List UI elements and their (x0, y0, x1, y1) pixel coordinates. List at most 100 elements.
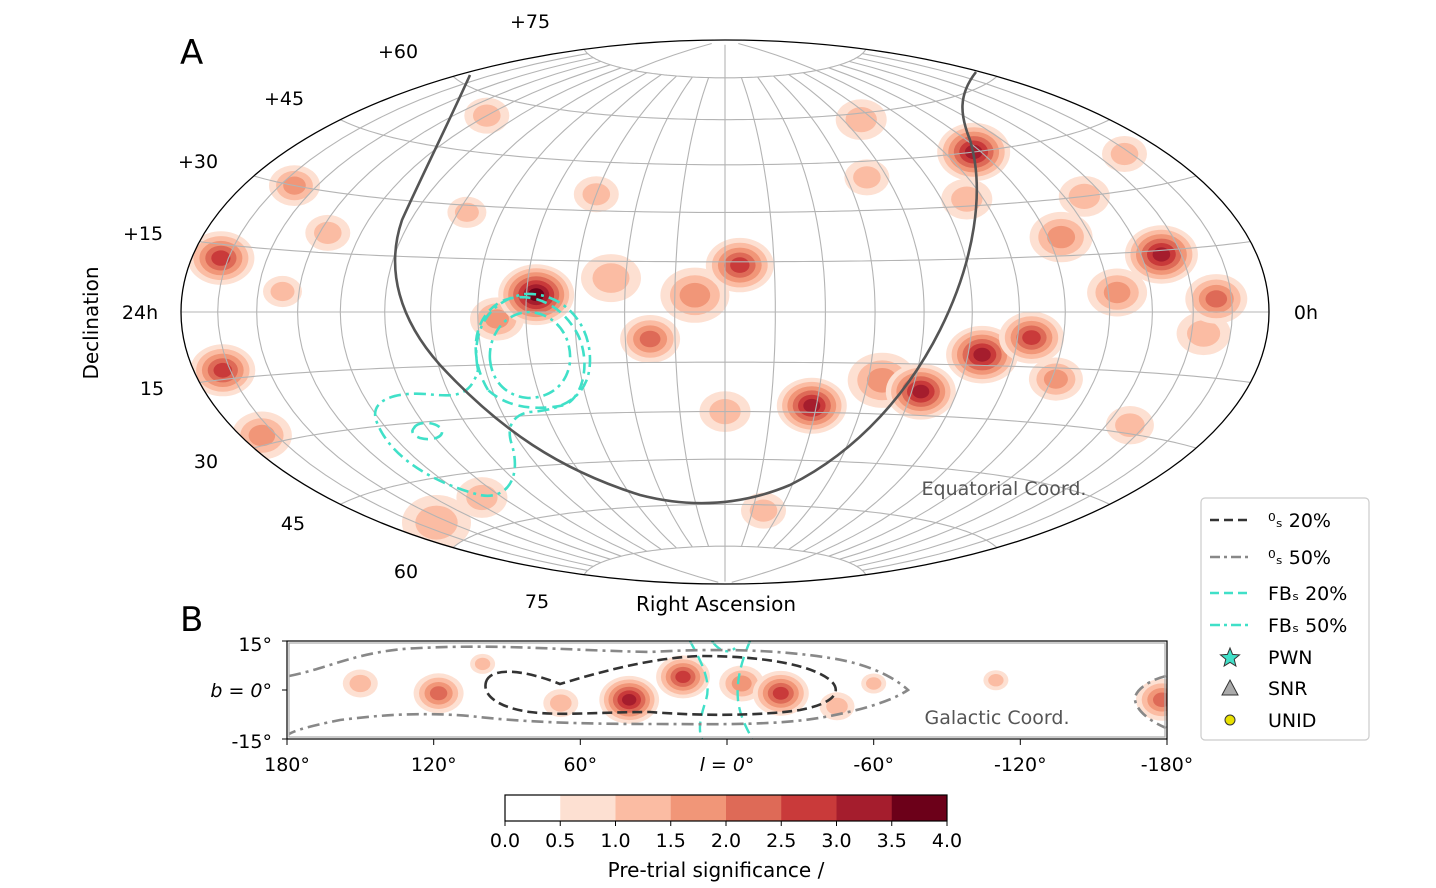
heat-level (988, 674, 1004, 687)
legend-item-fb-20: FBₛ 20% (1210, 583, 1347, 605)
galactic-heatmap (287, 641, 1167, 739)
gal-hotspot (1136, 678, 1167, 721)
fb-50-contour (373, 292, 592, 498)
colorbar-segment (781, 795, 837, 821)
gal-ytick-bottom-label: -15° (231, 731, 272, 753)
gal-xtick-label: 180° (264, 754, 310, 776)
heat-texture (456, 477, 508, 518)
gal-heat-texture (543, 689, 579, 718)
legend-label: UNID (1268, 710, 1316, 732)
star-icon (1219, 646, 1241, 668)
heat-level (679, 282, 711, 308)
sky-graticule (181, 42, 1269, 583)
gal-xtick-label: -120° (994, 754, 1047, 776)
heat-texture (835, 99, 887, 140)
heat-level (845, 107, 877, 133)
colorbar-segment (505, 795, 561, 821)
graticule-meridian (574, 75, 677, 549)
galactic-frame-inner (288, 642, 1166, 738)
dec-tick-p60: +60 (378, 41, 418, 63)
legend-item-ts-20: ⁰ₛ 20% (1210, 510, 1331, 532)
heat-level (415, 505, 458, 540)
panel-a-letter: A (180, 33, 203, 73)
heat-level (1043, 369, 1068, 389)
heat-level (314, 221, 342, 244)
heat-level (1187, 320, 1221, 347)
colorbar-tick-label: 0.0 (490, 830, 520, 852)
heat-level (675, 670, 691, 684)
graticule-meridian (740, 77, 776, 547)
panel-b-letter: B (180, 600, 203, 640)
gal-xtick-label: -60° (853, 754, 894, 776)
heat-level (1022, 330, 1041, 345)
sky-hotspot (1185, 274, 1248, 324)
sky-hotspot (620, 315, 681, 363)
heat-level (1115, 413, 1145, 438)
colorbar-tick-label: 1.5 (656, 830, 686, 852)
sky-hotspot (885, 363, 956, 420)
heat-level (474, 657, 491, 671)
graticule-meridian (430, 42, 719, 583)
legend-label: FBₛ 20% (1268, 583, 1347, 605)
heat-level (826, 697, 848, 715)
colorbar-tick-label: 4.0 (932, 830, 962, 852)
heat-level (213, 362, 233, 378)
graticule-meridian (339, 64, 611, 560)
graticule-meridian (848, 60, 1153, 564)
legend-label: PWN (1268, 647, 1312, 669)
heat-texture (844, 159, 890, 196)
colorbar-segment (615, 795, 672, 821)
galactic-plane-line (393, 71, 978, 505)
gal-x-ticks: 180° 120° 60° l = 0° -60° -120° -180° (264, 739, 1193, 776)
gal-xtick-label: -180° (1141, 754, 1194, 776)
sky-hotspot (999, 311, 1064, 364)
heat-level (550, 694, 572, 712)
legend-label: ⁰ₛ 20% (1268, 510, 1331, 532)
fb-20-contour (474, 295, 586, 410)
heat-texture (1105, 406, 1154, 445)
heat-level (592, 263, 630, 293)
legend: ⁰ₛ 20% ⁰ₛ 50% FBₛ 20% FBₛ 50% PWN SNR UN… (1200, 497, 1370, 741)
heat-level (1153, 692, 1167, 708)
ra-left-label: 24h (122, 302, 158, 324)
triangle-icon (1221, 678, 1239, 696)
heat-level (730, 257, 750, 273)
sky-heatmap-blobs (187, 97, 1248, 551)
heat-texture (1029, 211, 1093, 263)
graticule-meridian (802, 72, 973, 552)
colorbar-segment (560, 795, 616, 821)
heat-level (912, 384, 930, 399)
gal-hotspot (752, 670, 809, 716)
heat-level (1103, 281, 1131, 304)
legend-item-unid: UNID (1224, 710, 1316, 732)
gal-heat-texture (342, 669, 378, 698)
skymap-heatmap (181, 40, 1269, 584)
graticule-meridian (384, 67, 622, 557)
graticule-meridian (862, 53, 1233, 571)
graticule-meridian (856, 57, 1194, 567)
heat-level (1047, 225, 1076, 249)
dec-tick-m15: 15 (140, 378, 164, 400)
heat-level (349, 674, 372, 693)
heat-level (853, 166, 881, 189)
fb-20-contour-small (411, 421, 444, 441)
gal-heat-texture (470, 653, 496, 674)
galactic-coord-note: Galactic Coord. (924, 707, 1069, 729)
gal-hotspot (599, 675, 660, 724)
gal-xtick-label: l = 0° (700, 754, 755, 776)
heat-level (211, 250, 231, 266)
legend-label: ⁰ₛ 50% (1268, 547, 1331, 569)
heat-texture (263, 275, 302, 308)
heat-level (866, 677, 882, 690)
skymap-outline (180, 39, 1270, 585)
colorbar-label: Pre-trial significance / (608, 858, 825, 882)
heat-level (1205, 290, 1228, 308)
heat-level (528, 288, 545, 302)
dec-tick-p45: +45 (264, 88, 304, 110)
graticule-meridian (624, 76, 693, 548)
equatorial-coord-note: Equatorial Coord. (922, 478, 1087, 500)
heat-texture (305, 214, 351, 251)
heat-level (639, 330, 661, 348)
ra-right-label: 0h (1294, 302, 1318, 324)
heat-texture (1028, 357, 1083, 401)
